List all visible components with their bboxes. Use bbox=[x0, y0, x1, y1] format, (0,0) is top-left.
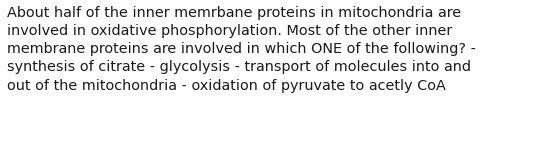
Text: About half of the inner memrbane proteins in mitochondria are
involved in oxidat: About half of the inner memrbane protein… bbox=[7, 6, 476, 93]
